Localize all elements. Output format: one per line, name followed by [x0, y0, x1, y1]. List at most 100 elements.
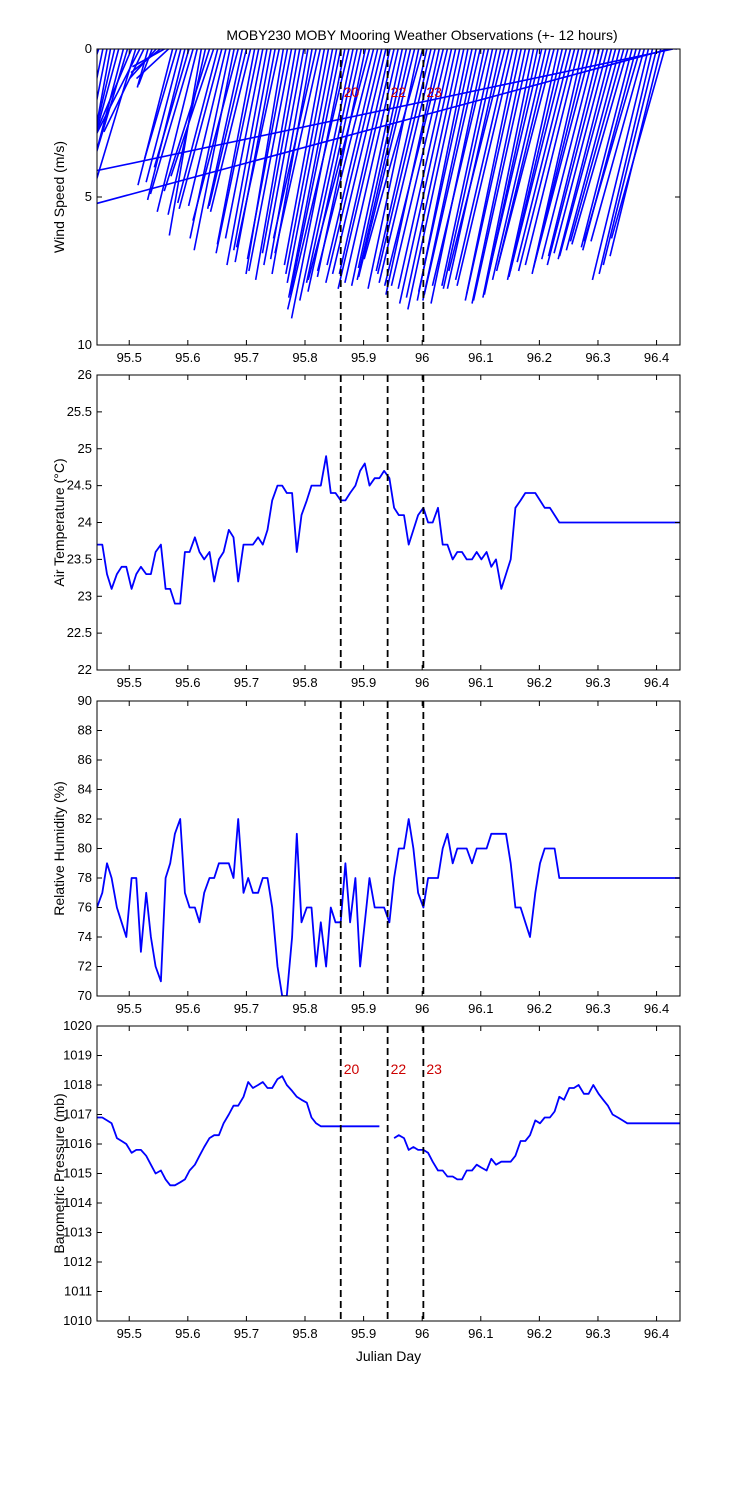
wind-vector	[246, 49, 289, 260]
wind-vector	[178, 49, 223, 210]
x-tick-label: 96.2	[527, 675, 552, 690]
wind-vector	[356, 49, 412, 281]
wind-vector	[337, 49, 395, 289]
y-tick-label: 26	[78, 367, 92, 382]
y-tick-label: 76	[78, 900, 92, 915]
x-tick-label: 96	[415, 1326, 429, 1341]
wind-vector	[390, 49, 449, 286]
wind-vector	[471, 49, 527, 304]
wind-vector	[187, 49, 227, 207]
wind-vector	[383, 49, 445, 286]
y-tick-label: 78	[78, 870, 92, 885]
x-tick-label: 95.9	[351, 350, 376, 365]
wind-vector	[168, 49, 203, 236]
wind-vector	[553, 49, 609, 254]
x-tick-label: 96.4	[644, 1001, 669, 1016]
wind-vector	[287, 49, 338, 298]
x-tick-label: 95.9	[351, 1001, 376, 1016]
wind-vector	[208, 49, 248, 207]
wind-vector	[97, 49, 108, 103]
y-tick-label: 1018	[63, 1077, 92, 1092]
y-tick-label: 82	[78, 811, 92, 826]
series-barometric-pressure	[97, 1075, 680, 1187]
wind-vector	[398, 49, 457, 304]
y-axis-label: Barometric Pressure (mb)	[51, 1093, 67, 1253]
wind-vector	[130, 49, 161, 74]
wind-vector	[232, 49, 272, 251]
x-tick-label: 96.3	[585, 350, 610, 365]
wind-vector	[274, 49, 322, 254]
x-tick-label: 95.7	[234, 1001, 259, 1016]
wind-vector	[193, 49, 235, 251]
wind-vector	[484, 49, 543, 286]
y-tick-label: 1010	[63, 1313, 92, 1328]
wind-vector	[97, 49, 133, 133]
x-tick-label: 95.9	[351, 675, 376, 690]
x-tick-label: 95.6	[175, 1326, 200, 1341]
wind-vector	[97, 49, 125, 153]
wind-vector	[423, 49, 481, 295]
y-tick-label: 88	[78, 723, 92, 738]
x-tick-label: 95.7	[234, 1326, 259, 1341]
wind-vector	[558, 49, 617, 257]
wind-vector	[565, 49, 621, 251]
x-tick-label: 96	[415, 675, 429, 690]
wind-vector	[206, 49, 244, 210]
y-axis-label: Relative Humidity (%)	[51, 781, 67, 916]
y-tick-label: 90	[78, 693, 92, 708]
wind-vector	[263, 49, 305, 266]
y-tick-label: 1019	[63, 1048, 92, 1063]
wind-vector	[363, 49, 424, 260]
wind-vector	[97, 49, 100, 57]
wind-vector	[216, 49, 256, 245]
y-tick-label: 1020	[63, 1018, 92, 1033]
wind-vector	[517, 49, 576, 272]
wind-vector	[248, 49, 293, 272]
wind-vector	[344, 49, 399, 284]
wind-vector	[224, 49, 264, 239]
panel-wind: 95.5 95.6 95.7 95.8 95.9 96 96.1 96.2 96.3 96.4 0 5…	[51, 41, 681, 365]
x-tick-label: 95.8	[292, 675, 317, 690]
y-tick-label: 1014	[63, 1195, 92, 1210]
x-axis-label: Julian Day	[356, 1348, 421, 1364]
wind-vector	[547, 49, 600, 257]
wind-vector	[209, 49, 252, 212]
wind-vector	[583, 49, 641, 242]
wind-vector	[442, 49, 498, 289]
x-tick-label: 95.6	[175, 1001, 200, 1016]
wind-vector	[97, 49, 120, 133]
wind-vector	[235, 49, 281, 248]
wind-vector	[289, 49, 342, 295]
series-line	[97, 1075, 380, 1187]
x-tick-label: 96.2	[527, 350, 552, 365]
wind-vector	[145, 49, 182, 183]
y-tick-label: 23.5	[67, 551, 92, 566]
wind-vector	[286, 49, 350, 310]
wind-vector	[103, 49, 145, 133]
x-tick-label: 95.5	[117, 1326, 142, 1341]
x-tick-label: 95.7	[234, 350, 259, 365]
wind-vector	[378, 49, 436, 284]
x-tick-label: 95.6	[175, 675, 200, 690]
wind-vector	[557, 49, 613, 260]
wind-vector	[286, 49, 334, 283]
wind-vector	[192, 49, 239, 221]
series-air-temperature	[97, 455, 680, 605]
wind-vector	[602, 49, 658, 266]
y-tick-label: 1013	[63, 1225, 92, 1240]
wind-vector	[316, 49, 375, 272]
series-relative-humidity	[97, 818, 680, 996]
panel-barometric-pressure: 95.5 95.6 95.7 95.8 95.9 96 96.1 96.2 96.3 96.4 10…	[51, 1018, 681, 1364]
x-tick-label: 96.1	[468, 1326, 493, 1341]
wind-vector	[375, 49, 428, 272]
panel-air-temperature: 95.5 95.6 95.7 95.8 95.9 96 96.1 96.2 96.3 96.4 22…	[51, 367, 681, 690]
wind-vector	[598, 49, 654, 275]
x-tick-label: 96.4	[644, 675, 669, 690]
wind-vector	[305, 49, 358, 284]
wind-vector	[407, 49, 465, 310]
wind-vector	[357, 49, 408, 269]
wind-vector	[307, 49, 363, 292]
wind-vector	[580, 49, 633, 248]
wind-vector	[397, 49, 453, 289]
